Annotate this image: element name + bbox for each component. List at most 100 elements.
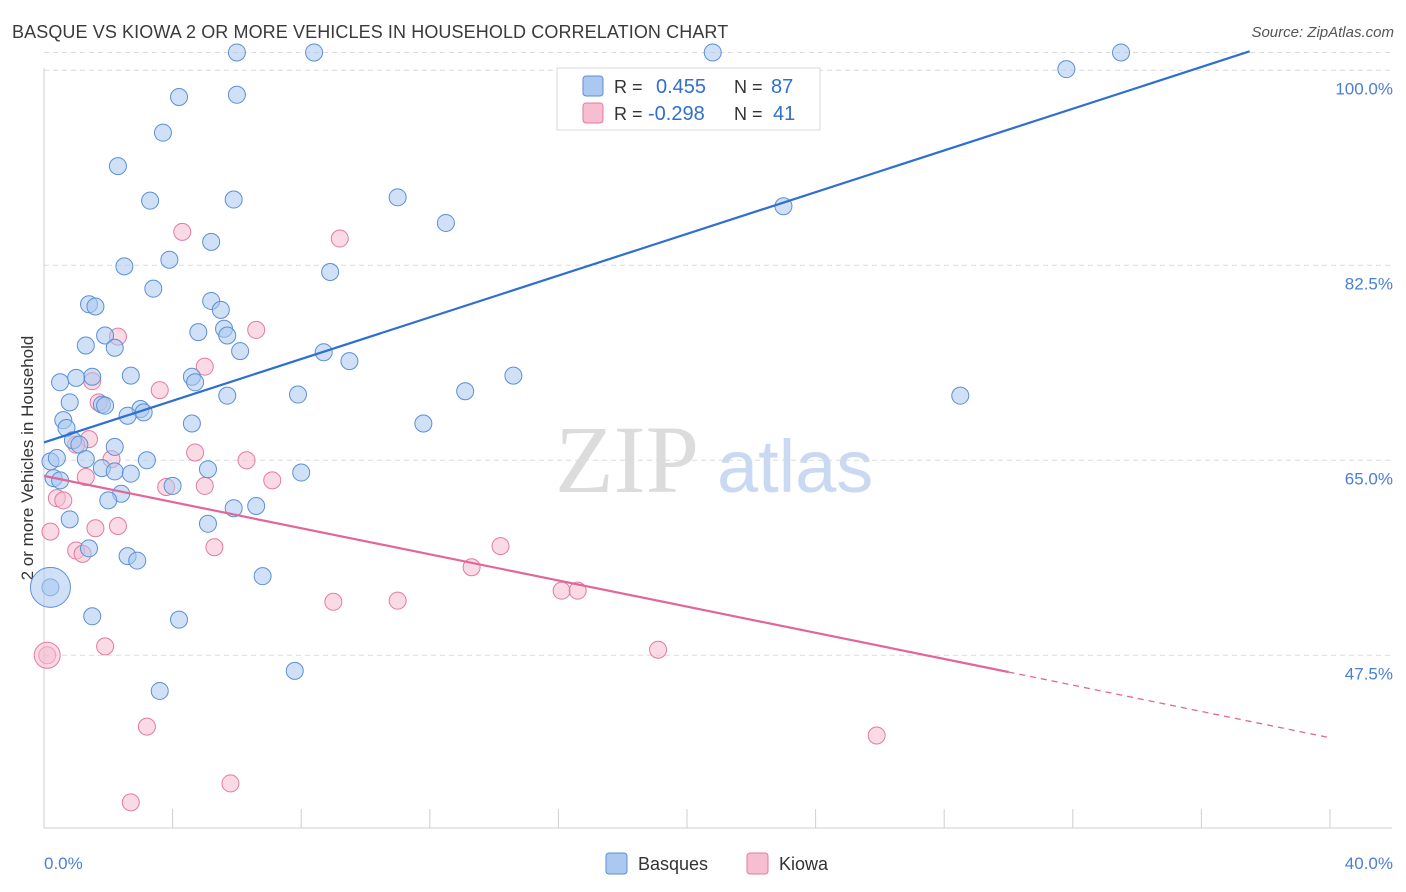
chart-title: BASQUE VS KIOWA 2 OR MORE VEHICLES IN HO… [12, 22, 729, 42]
basques-point [703, 43, 722, 62]
kiowa-point [54, 491, 73, 510]
basques-point-large [29, 566, 71, 608]
legend-n-value-basques: 87 [771, 76, 793, 98]
basques-point [96, 396, 115, 415]
basques-point [253, 567, 272, 586]
basques-point [76, 450, 95, 469]
basques-point [86, 297, 105, 316]
kiowa-point-large [33, 641, 61, 669]
basques-point [51, 373, 70, 392]
legend-n-label-kiowa: N = [734, 104, 763, 124]
y-tick-label: 47.5% [1345, 664, 1393, 683]
series-legend: Basques Kiowa [605, 852, 829, 875]
kiowa-point [121, 793, 140, 812]
kiowa-point [552, 581, 571, 600]
basques-point [47, 449, 66, 468]
basques-point [108, 157, 127, 176]
legend-r-value-kiowa: -0.298 [648, 103, 705, 125]
kiowa-point [330, 229, 349, 248]
legend-bottom-swatch-kiowa [746, 852, 769, 875]
kiowa-point [186, 443, 205, 462]
basques-point [99, 491, 118, 510]
kiowa-point [205, 538, 224, 557]
basques-point [247, 496, 266, 515]
kiowa-point [221, 774, 240, 793]
watermark-atlas: atlas [717, 425, 873, 508]
kiowa-point [263, 471, 282, 490]
tick-labels: 47.5% 65.0% 82.5% 100.0% 0.0% 40.0% [44, 79, 1393, 873]
kiowa-point [41, 522, 60, 541]
y-tick-label: 82.5% [1345, 274, 1393, 293]
kiowa-point [195, 476, 214, 495]
kiowa-point [108, 517, 127, 536]
kiowa-point [137, 717, 156, 736]
kiowa-point [324, 592, 343, 611]
kiowa-point [247, 320, 266, 339]
basques-point [951, 386, 970, 405]
basques-point [170, 610, 189, 629]
basques-point [137, 451, 156, 470]
basques-point [153, 123, 172, 142]
x-tick-label-max: 40.0% [1345, 854, 1393, 873]
basques-point [60, 510, 79, 529]
basques-point [67, 368, 86, 387]
kiowa-point [237, 451, 256, 470]
watermark-zip: ZIP [555, 406, 699, 513]
basques-point [227, 85, 246, 104]
basques-point [83, 607, 102, 626]
basques-point [285, 661, 304, 680]
basques-point [128, 551, 147, 570]
trend-lines [43, 50, 1331, 739]
legend-swatch-basques [582, 75, 604, 97]
source-label: Source: ZipAtlas.com [1251, 24, 1394, 41]
basques-point [1112, 43, 1131, 62]
legend-n-label-basques: N = [734, 77, 763, 97]
legend-bottom-label-basques: Basques [638, 854, 708, 874]
basques-point [198, 460, 217, 479]
kiowa-point [86, 519, 105, 538]
legend-n-value-kiowa: 41 [773, 103, 795, 125]
basques-point [504, 366, 523, 385]
basques-point [414, 414, 433, 433]
kiowa-point [173, 222, 192, 241]
basques-point [115, 257, 134, 276]
basques-point [144, 279, 163, 298]
legend-swatch-kiowa [582, 102, 604, 124]
basques-point [60, 393, 79, 412]
legend-r-label-kiowa: R = [614, 104, 643, 124]
correlation-legend: R = 0.455 N = 87 R = -0.298 N = 41 [556, 67, 821, 131]
basques-point [105, 462, 124, 481]
basques-point [170, 88, 189, 107]
basques-point [218, 326, 237, 345]
basques-point [292, 463, 311, 482]
basques-point [202, 232, 221, 251]
basques-point [141, 191, 160, 210]
basques-point [83, 367, 102, 386]
kiowa-trend-extension [1008, 671, 1331, 739]
basques-point [121, 464, 140, 483]
y-tick-label: 65.0% [1345, 469, 1393, 488]
basques-point [1057, 60, 1076, 79]
legend-r-label-basques: R = [614, 77, 643, 97]
basques-point [211, 300, 230, 319]
basques-point [160, 250, 179, 269]
kiowa-point [195, 357, 214, 376]
kiowa-point [96, 637, 115, 656]
basques-point [105, 437, 124, 456]
basques-point [456, 382, 475, 401]
kiowa-point [867, 726, 886, 745]
basques-point [388, 188, 407, 207]
basques-point [227, 43, 246, 62]
y-tick-label: 100.0% [1335, 79, 1393, 98]
basques-point [340, 352, 359, 371]
basques-point [305, 43, 324, 62]
basques-point [150, 681, 169, 700]
basques-point [288, 385, 307, 404]
kiowa-point [491, 537, 510, 556]
basques-point [231, 342, 250, 361]
kiowa-point [649, 640, 668, 659]
basques-point [224, 499, 243, 518]
basques-point [105, 338, 124, 357]
basques-point [76, 336, 95, 355]
